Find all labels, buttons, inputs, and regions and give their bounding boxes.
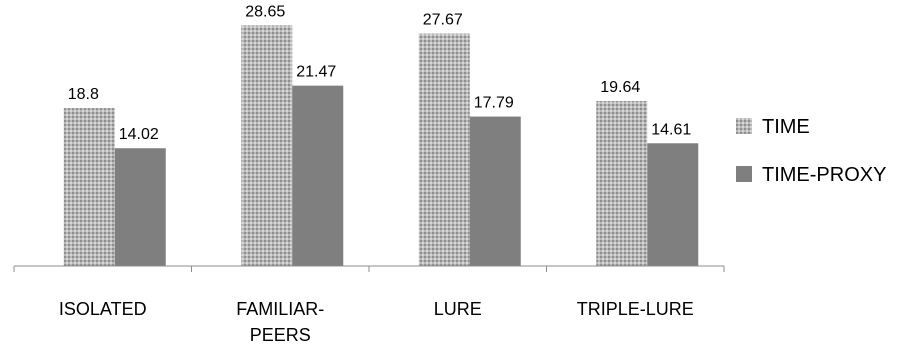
legend-swatch-time [736,118,752,134]
bars-group [63,25,699,267]
legend-label-time-proxy: TIME-PROXY [762,164,886,186]
data-label-time-proxy-0: 14.02 [119,126,159,143]
bar-time-proxy-3 [647,143,699,266]
category-label-2: LURE [434,299,482,319]
x-axis [13,265,725,272]
data-label-time-0: 18.8 [68,86,99,103]
legend: TIME TIME-PROXY [736,116,886,186]
bar-time-proxy-0 [114,148,166,266]
bar-time-0 [63,108,115,266]
bar-time-2 [418,33,470,267]
data-label-time-proxy-2: 17.79 [474,95,514,112]
bar-time-1 [241,25,293,267]
data-label-time-1: 28.65 [245,3,285,20]
bar-time-proxy-1 [292,85,344,266]
legend-swatch-time-proxy [736,166,752,182]
data-label-time-proxy-3: 14.61 [651,121,691,138]
data-label-time-3: 19.64 [600,79,640,96]
category-labels-group: ISOLATED FAMILIAR-PEERS LURE TRIPLE-LURE [59,299,694,345]
data-label-time-proxy-1: 21.47 [296,64,336,81]
bar-time-proxy-2 [469,116,521,267]
category-label-1: FAMILIAR-PEERS [236,299,324,345]
category-label-3: TRIPLE-LURE [577,299,694,319]
bar-time-3 [596,101,648,266]
data-label-time-2: 27.67 [423,12,463,29]
category-label-0: ISOLATED [59,299,147,319]
data-labels-group: 18.8 14.02 28.65 21.47 27.67 17.79 19.64 14.61 [68,3,692,143]
legend-label-time: TIME [762,116,810,138]
